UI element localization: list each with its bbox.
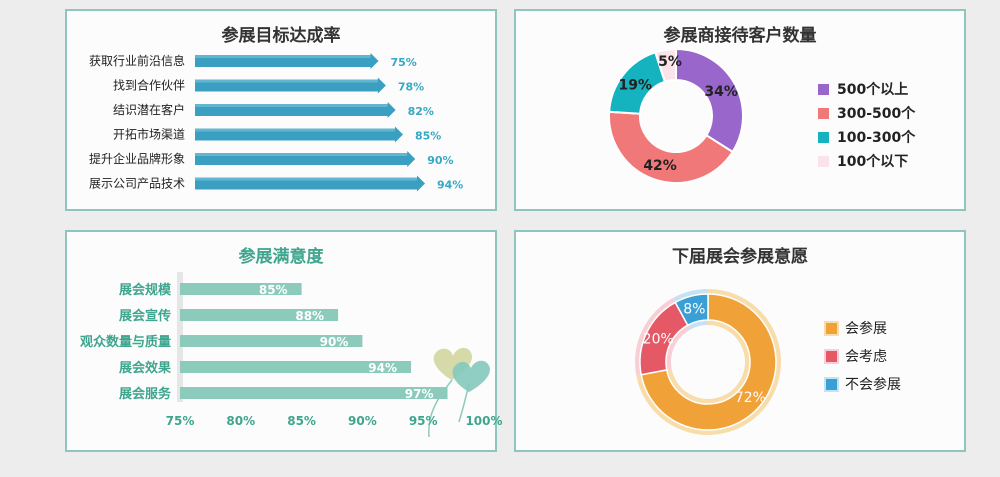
satisfaction-bar (180, 335, 363, 347)
goal-category-label: 提升企业品牌形象 (89, 151, 185, 166)
goal-bar-highlight (195, 79, 378, 83)
legend-label: 500个以上 (837, 82, 909, 98)
legend-item: 会参展 (826, 314, 901, 342)
visitor-count-chart: 34% 42% 19% 5% (608, 47, 744, 184)
goal-value-label: 78% (398, 81, 424, 94)
satisfaction-value-label: 88% (295, 309, 324, 323)
satisfaction-value-label: 97% (405, 387, 434, 401)
next-slice-label: 72% (735, 390, 766, 406)
goal-bar-highlight (195, 153, 408, 156)
satisfaction-x-tick: 75% (166, 414, 195, 428)
legend-swatch (826, 350, 837, 362)
satisfaction-category-label: 展会宣传 (119, 308, 171, 324)
legend-label: 不会参展 (845, 377, 901, 393)
goal-bar-highlight (195, 55, 371, 58)
satisfaction-value-label: 94% (368, 361, 397, 375)
visitor-slice-label: 42% (643, 158, 677, 174)
visitor-slice (608, 110, 734, 184)
legend-label: 会参展 (845, 321, 887, 337)
legend-item: 300-500个 (818, 101, 915, 125)
goal-achievement-title: 参展目标达成率 (221, 26, 341, 46)
legend-label: 100个以下 (837, 154, 909, 170)
legend-item: 100-300个 (818, 125, 915, 149)
goal-category-label: 获取行业前沿信息 (89, 53, 185, 68)
satisfaction-category-label: 展会效果 (119, 360, 171, 376)
next-exhibition-legend: 会参展会考虑不会参展 (826, 314, 901, 398)
satisfaction-category-label: 展会服务 (119, 386, 172, 402)
visitor-count-legend: 500个以上 300-500个 100-300个 100个以下 (818, 77, 915, 173)
legend-swatch (818, 131, 829, 143)
satisfaction-x-tick: 90% (348, 414, 377, 428)
legend-swatch (826, 322, 837, 334)
next-slice (640, 293, 777, 431)
satisfaction-bar (180, 361, 412, 373)
satisfaction-x-tick: 95% (409, 414, 438, 428)
legend-label: 会考虑 (845, 349, 887, 365)
visitor-count-title: 参展商接待客户数量 (663, 26, 817, 46)
legend-swatch (826, 378, 837, 390)
goal-achievement-chart: 获取行业前沿信息 75% 找到合作伙伴 78% 结识潜在客户 82% 开拓市场渠道 85% 提升… (89, 53, 463, 192)
satisfaction-value-label: 85% (259, 283, 288, 297)
goal-value-label: 90% (427, 154, 453, 167)
satisfaction-bar (180, 283, 302, 295)
visitor-slice (654, 47, 677, 84)
next-exhibition-panel: 下届展会参展意愿 72% 20% 8% 会参展会考虑不会参展 (514, 230, 966, 452)
satisfaction-x-tick: 80% (226, 414, 255, 428)
satisfaction-panel: 参展满意度 展会规模 85% 展会宣传 88% 观众数量与质量 90% 展会效果 94% 展会服… (65, 230, 503, 452)
satisfaction-value-label: 90% (320, 335, 349, 349)
legend-label: 100-300个 (837, 130, 916, 146)
next-exhibition-title: 下届展会参展意愿 (672, 247, 808, 267)
satisfaction-bar (180, 387, 448, 399)
visitor-slice (675, 47, 744, 154)
satisfaction-x-tick: 100% (465, 414, 502, 428)
goal-value-label: 75% (391, 56, 417, 69)
visitor-slice-label: 19% (619, 77, 653, 93)
legend-swatch (818, 107, 829, 119)
satisfaction-category-label: 展会规模 (119, 282, 172, 298)
next-slice-label: 8% (683, 302, 705, 318)
satisfaction-x-tick: 85% (287, 414, 316, 428)
goal-bar-highlight (195, 104, 388, 107)
visitor-slice-label: 5% (658, 54, 682, 70)
satisfaction-category-label: 观众数量与质量 (80, 334, 171, 350)
goal-value-label: 85% (415, 130, 441, 143)
next-slice-label: 20% (643, 332, 674, 348)
visitor-slice-label: 34% (704, 84, 738, 100)
goal-bar-highlight (195, 128, 395, 132)
legend-label: 300-500个 (837, 106, 916, 122)
legend-item: 100个以下 (818, 149, 915, 173)
goal-value-label: 94% (437, 179, 463, 192)
heart-balloons-decoration (428, 347, 490, 438)
legend-swatch (818, 155, 829, 167)
goal-category-label: 开拓市场渠道 (113, 127, 185, 142)
goal-bar-highlight (195, 177, 417, 181)
satisfaction-chart: 展会规模 85% 展会宣传 88% 观众数量与质量 90% 展会效果 94% 展会服务 97% 75… (80, 272, 503, 438)
legend-item: 500个以上 (818, 77, 915, 101)
goal-category-label: 展示公司产品技术 (89, 177, 185, 191)
legend-swatch (818, 83, 829, 95)
goal-category-label: 找到合作伙伴 (113, 78, 185, 93)
next-exhibition-chart: 72% 20% 8% (635, 289, 781, 435)
visitor-count-panel: 参展商接待客户数量 34% 42% 19% 5% 500个以上 300-500个 100-… (514, 9, 966, 211)
goal-achievement-panel: 参展目标达成率 获取行业前沿信息 75% 找到合作伙伴 78% 结识潜在客户 82% 开拓市… (65, 9, 497, 211)
goal-category-label: 结识潜在客户 (113, 102, 185, 117)
legend-item: 不会参展 (826, 370, 901, 398)
goal-value-label: 82% (408, 105, 434, 118)
satisfaction-bar (180, 309, 339, 321)
next-slice (674, 293, 709, 327)
legend-item: 会考虑 (826, 342, 901, 370)
satisfaction-title: 参展满意度 (238, 247, 324, 267)
